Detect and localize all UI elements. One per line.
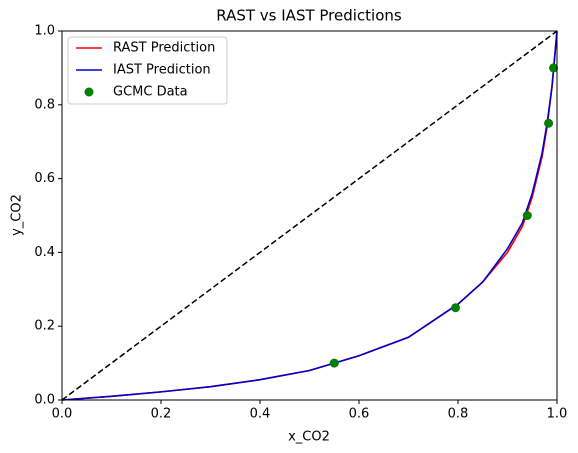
x-tick-label: 1.0 [547, 407, 568, 422]
x-tick-label: 0.0 [52, 407, 73, 422]
y-axis-label: y_CO2 [10, 194, 25, 236]
scatter-point [549, 63, 559, 73]
x-axis-label: x_CO2 [288, 430, 330, 445]
legend-label: IAST Prediction [113, 63, 211, 78]
plot-frame [61, 30, 558, 401]
x-tick-label: 0.6 [349, 407, 370, 422]
x-tick-label: 0.8 [448, 407, 469, 422]
y-tick-label: 1.0 [34, 24, 55, 39]
y-tick-label: 0.6 [34, 171, 55, 186]
y-tick-label: 0.8 [34, 97, 55, 112]
x-tick-label: 0.4 [250, 407, 271, 422]
chart-title: RAST vs IAST Predictions [216, 7, 402, 25]
legend-label: RAST Prediction [113, 41, 215, 56]
legend-label: GCMC Data [113, 85, 188, 100]
scatter-point [522, 211, 532, 220]
y-tick-label: 0.4 [34, 245, 55, 260]
diagonal-reference [61, 30, 558, 401]
y-tick-label: 0.2 [34, 319, 55, 334]
scatter-point [329, 358, 339, 368]
y-tick-label: 0.0 [34, 393, 55, 408]
x-tick-label: 0.2 [151, 407, 172, 422]
scatter-point [544, 118, 554, 128]
legend-box [67, 36, 228, 105]
legend-marker [84, 87, 94, 97]
scatter-point [451, 303, 461, 313]
legend: RAST Prediction IAST Prediction GCMC Data [67, 36, 228, 105]
